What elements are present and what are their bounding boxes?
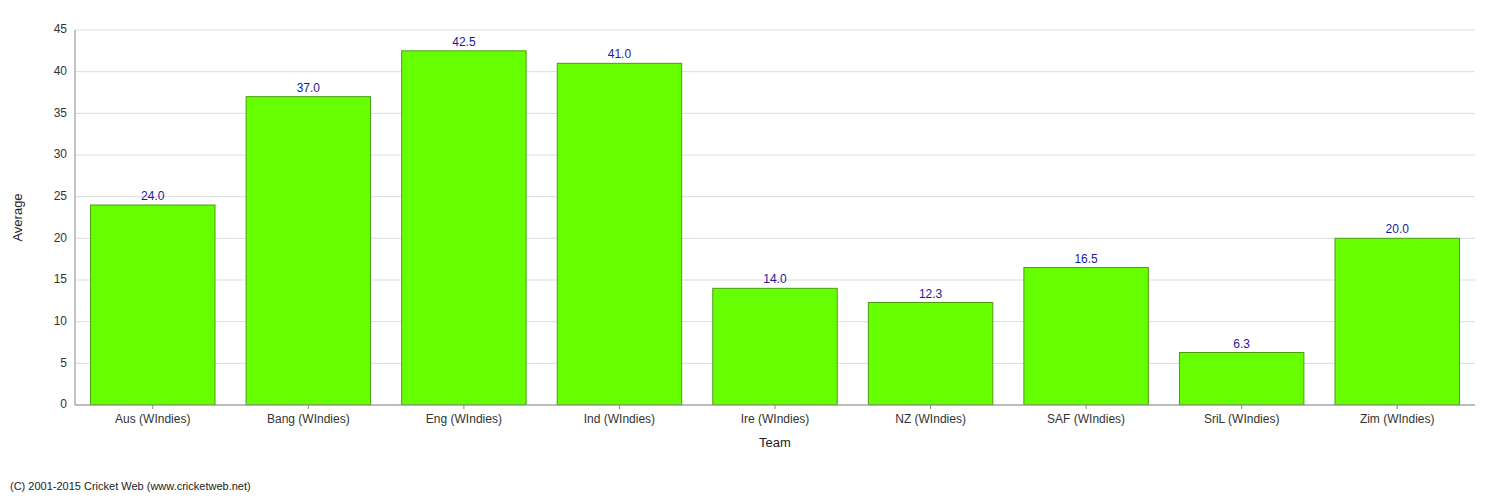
data-labels: 24.0 37.0 42.5 41.0 14.0 12.3 16.5 6.3 20.0 bbox=[141, 35, 1409, 351]
y-tick-label: 35 bbox=[54, 106, 68, 120]
y-axis-label: Average bbox=[10, 193, 25, 241]
data-label: 14.0 bbox=[763, 272, 787, 286]
y-tick-label: 20 bbox=[54, 231, 68, 245]
y-tick-label: 5 bbox=[60, 356, 67, 370]
x-tick-label: SAF (WIndies) bbox=[1047, 412, 1125, 426]
data-label: 37.0 bbox=[297, 81, 321, 95]
data-label: 16.5 bbox=[1074, 252, 1098, 266]
x-tick bbox=[1241, 405, 1242, 409]
x-tick-label: Eng (WIndies) bbox=[426, 412, 502, 426]
y-axis: 0 5 10 15 20 25 30 35 40 45 bbox=[54, 22, 75, 411]
x-tick bbox=[152, 405, 153, 409]
x-tick-label: Aus (WIndies) bbox=[115, 412, 190, 426]
bar bbox=[1335, 238, 1459, 405]
y-tick-label: 15 bbox=[54, 272, 68, 286]
x-tick-label: SriL (WIndies) bbox=[1204, 412, 1280, 426]
data-label: 6.3 bbox=[1233, 337, 1250, 351]
x-tick-label: Zim (WIndies) bbox=[1360, 412, 1435, 426]
y-tick-label: 10 bbox=[54, 314, 68, 328]
y-tick-label: 30 bbox=[54, 147, 68, 161]
y-axis-line bbox=[75, 30, 76, 405]
data-label: 24.0 bbox=[141, 189, 165, 203]
x-axis: Aus (WIndies) Bang (WIndies) Eng (WIndies)… bbox=[75, 405, 1475, 426]
grid-line bbox=[75, 71, 1475, 72]
grid-line bbox=[75, 30, 1475, 31]
bar bbox=[713, 288, 837, 405]
x-tick bbox=[619, 405, 620, 409]
x-tick-label: NZ (WIndies) bbox=[895, 412, 966, 426]
x-tick bbox=[1086, 405, 1087, 409]
x-tick bbox=[308, 405, 309, 409]
x-tick bbox=[1397, 405, 1398, 409]
bars bbox=[91, 51, 1460, 405]
x-tick-label: Ind (WIndies) bbox=[584, 412, 655, 426]
bar bbox=[868, 303, 992, 406]
y-tick-label: 0 bbox=[60, 397, 67, 411]
bar bbox=[91, 205, 215, 405]
bar bbox=[557, 63, 681, 405]
data-label: 42.5 bbox=[452, 35, 476, 49]
x-tick bbox=[775, 405, 776, 409]
x-tick-label: Bang (WIndies) bbox=[267, 412, 350, 426]
bar bbox=[1179, 353, 1303, 406]
grid bbox=[75, 30, 1475, 405]
bar bbox=[402, 51, 526, 405]
y-tick-label: 25 bbox=[54, 189, 68, 203]
x-tick bbox=[463, 405, 464, 409]
data-label: 12.3 bbox=[919, 287, 943, 301]
y-tick-label: 40 bbox=[54, 64, 68, 78]
bar bbox=[1024, 268, 1148, 406]
data-label: 41.0 bbox=[608, 47, 632, 61]
x-tick bbox=[930, 405, 931, 409]
footer: (C) 2001-2015 Cricket Web (www.cricketwe… bbox=[10, 480, 251, 492]
y-tick-label: 45 bbox=[54, 22, 68, 36]
x-axis-label: Team bbox=[759, 435, 791, 450]
x-tick-label: Ire (WIndies) bbox=[741, 412, 810, 426]
bar bbox=[246, 97, 370, 405]
chart: 0 5 10 15 20 25 30 35 40 45 24.0 37.0 42.5 41.0 14.0 12… bbox=[0, 0, 1500, 500]
data-label: 20.0 bbox=[1386, 222, 1410, 236]
